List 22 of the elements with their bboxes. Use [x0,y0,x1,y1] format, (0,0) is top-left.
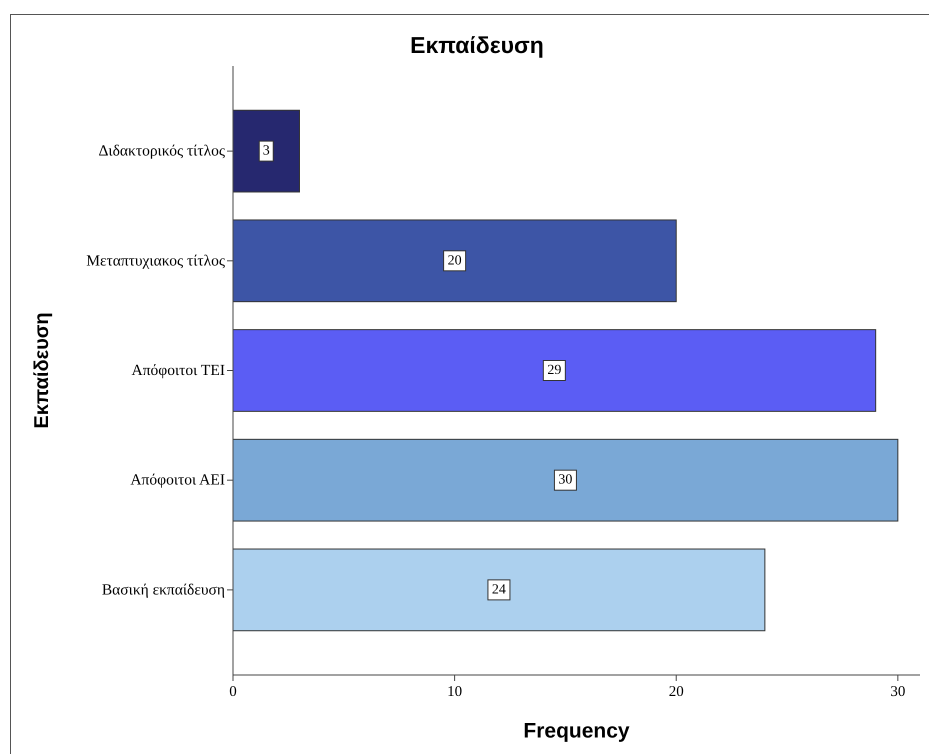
x-axis-title: Frequency [523,720,630,742]
x-tick-label: 10 [447,684,462,700]
y-tick-label: Διδακτορικός τίτλος [98,142,225,160]
data-label: 20 [448,253,462,268]
chart-title: Εκπαίδευση [410,32,544,58]
data-label: 3 [262,144,270,159]
bar [232,329,876,412]
y-axis-title: Εκπαίδευση [31,312,53,429]
data-label: 30 [558,472,572,488]
x-tick-label: 0 [229,684,237,700]
y-tick-label: Απόφοιτοι ΑΕΙ [130,472,225,489]
data-label: 24 [492,582,506,598]
y-tick-label: Μεταπτυχιακος τίτλος [86,252,225,270]
y-tick-label: Απόφοιτοι ΤΕΙ [132,362,225,379]
bar [232,548,766,632]
y-tick-label: Βασική εκπαίδευση [102,581,225,598]
bar [232,110,300,192]
data-label: 29 [547,363,562,378]
bar [232,219,677,302]
x-tick-label: 20 [668,684,684,700]
x-tick-label: 30 [890,684,906,700]
bar [232,438,898,522]
